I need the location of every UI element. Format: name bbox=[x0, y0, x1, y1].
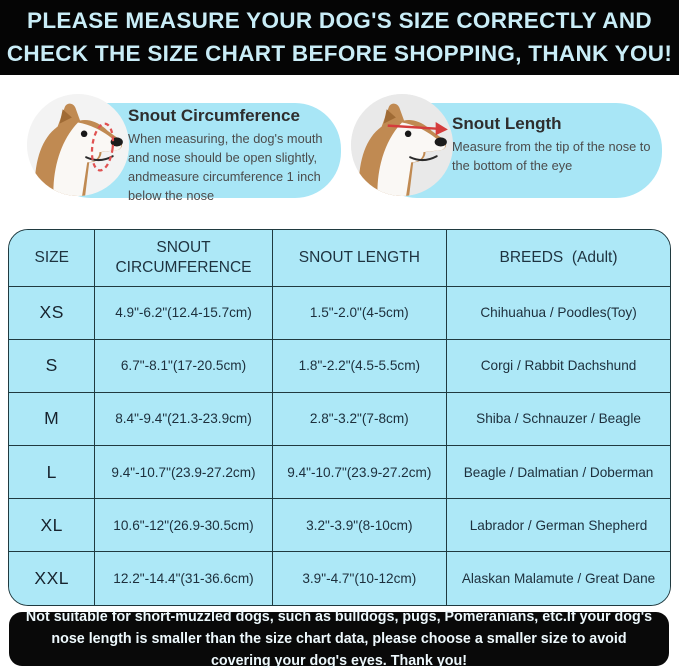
size-chart-table: SIZE SNOUT CIRCUMFERENCE SNOUT LENGTH BR… bbox=[9, 230, 670, 605]
snout-length-text: Snout Length Measure from the tip of the… bbox=[452, 114, 660, 176]
dog-snout-circumference-photo-icon bbox=[27, 94, 129, 196]
length-value: 9.4"-10.7"(23.9-27.2cm) bbox=[271, 444, 448, 500]
dog-snout-length-photo-icon bbox=[351, 94, 453, 196]
table-row-l: L 9.4"-10.7"(23.9-27.2cm) 9.4"-10.7"(23.… bbox=[9, 444, 670, 500]
snout-circumference-text: Snout Circumference When measuring, the … bbox=[128, 106, 344, 206]
length-value: 2.8"-3.2"(7-8cm) bbox=[271, 391, 448, 446]
table-row-xxl: XXL 12.2"-14.4"(31-36.6cm) 3.9"-4.7"(10-… bbox=[9, 551, 670, 605]
circumference-value: 9.4"-10.7"(23.9-27.2cm) bbox=[94, 444, 273, 500]
col-header-snout-length: SNOUT LENGTH bbox=[271, 230, 448, 287]
col-header-snout-circumference: SNOUT CIRCUMFERENCE bbox=[94, 230, 273, 287]
table-row-m: M 8.4"-9.4"(21.3-23.9cm) 2.8"-3.2"(7-8cm… bbox=[9, 391, 670, 446]
col-header-size: SIZE bbox=[9, 230, 96, 287]
table-row-xl: XL 10.6"-12"(26.9-30.5cm) 3.2"-3.9"(8-10… bbox=[9, 498, 670, 553]
measurement-info-cards: Snout Circumference When measuring, the … bbox=[0, 93, 679, 208]
length-value: 1.5"-2.0"(4-5cm) bbox=[271, 285, 448, 340]
circumference-value: 8.4"-9.4"(21.3-23.9cm) bbox=[94, 391, 273, 446]
breeds-value: Labrador / German Shepherd bbox=[446, 498, 670, 553]
circumference-value: 4.9"-6.2"(12.4-15.7cm) bbox=[94, 285, 273, 340]
card-title-circumference: Snout Circumference bbox=[128, 106, 300, 125]
length-value: 1.8"-2.2"(4.5-5.5cm) bbox=[271, 338, 448, 393]
size-label: XL bbox=[9, 498, 96, 553]
breeds-value: Beagle / Dalmatian / Doberman bbox=[446, 444, 670, 500]
table-header-row: SIZE SNOUT CIRCUMFERENCE SNOUT LENGTH BR… bbox=[9, 230, 670, 287]
footer-warning-note: Not suitable for short-muzzled dogs, suc… bbox=[9, 609, 669, 668]
table-row-xs: XS 4.9"-6.2"(12.4-15.7cm) 1.5"-2.0"(4-5c… bbox=[9, 285, 670, 340]
breeds-value: Chihuahua / Poodles(Toy) bbox=[446, 285, 670, 340]
banner-line-1: PLEASE MEASURE YOUR DOG'S SIZE CORRECTLY… bbox=[27, 7, 652, 33]
size-label: M bbox=[9, 391, 96, 446]
circumference-value: 12.2"-14.4"(31-36.6cm) bbox=[94, 551, 273, 605]
card-title-length: Snout Length bbox=[452, 114, 562, 133]
footer-warning-text: Not suitable for short-muzzled dogs, suc… bbox=[25, 608, 653, 668]
breeds-value: Shiba / Schnauzer / Beagle bbox=[446, 391, 670, 446]
circumference-value: 10.6"-12"(26.9-30.5cm) bbox=[94, 498, 273, 553]
size-chart: SIZE SNOUT CIRCUMFERENCE SNOUT LENGTH BR… bbox=[8, 229, 671, 606]
circumference-value: 6.7"-8.1"(17-20.5cm) bbox=[94, 338, 273, 393]
card-body-length: Measure from the tip of the nose to the … bbox=[452, 139, 651, 173]
banner-line-2: CHECK THE SIZE CHART BEFORE SHOPPING, TH… bbox=[6, 40, 673, 66]
length-value: 3.2"-3.9"(8-10cm) bbox=[271, 498, 448, 553]
breeds-value: Corgi / Rabbit Dachshund bbox=[446, 338, 670, 393]
col-header-breeds: BREEDS (Adult) bbox=[446, 230, 670, 287]
card-body-circumference: When measuring, the dog's mouth and nose… bbox=[128, 131, 323, 203]
table-row-s: S 6.7"-8.1"(17-20.5cm) 1.8"-2.2"(4.5-5.5… bbox=[9, 338, 670, 393]
size-label: S bbox=[9, 338, 96, 393]
size-label: XXL bbox=[9, 551, 96, 605]
size-label: XS bbox=[9, 285, 96, 340]
length-value: 3.9"-4.7"(10-12cm) bbox=[271, 551, 448, 605]
breeds-value: Alaskan Malamute / Great Dane bbox=[446, 551, 670, 605]
warning-banner: PLEASE MEASURE YOUR DOG'S SIZE CORRECTLY… bbox=[0, 0, 679, 75]
size-label: L bbox=[9, 444, 96, 500]
